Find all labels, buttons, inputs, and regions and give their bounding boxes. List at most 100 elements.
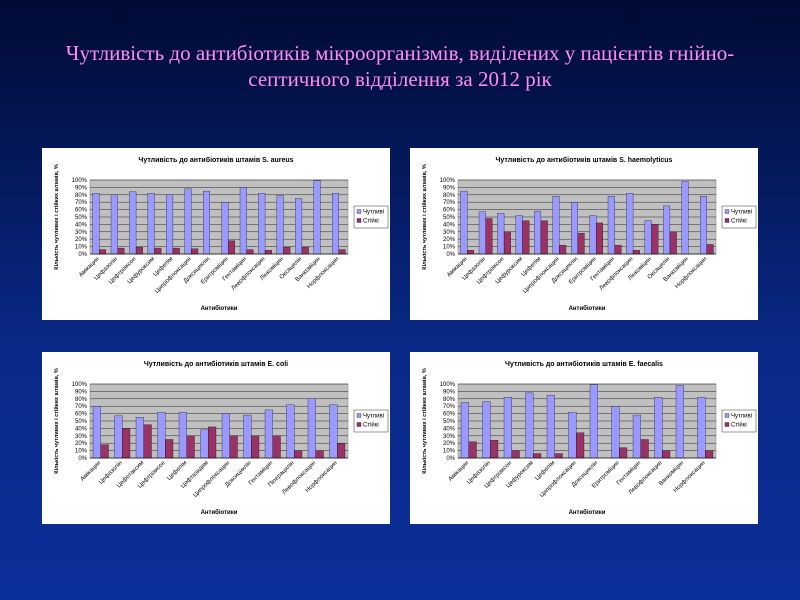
bar — [264, 250, 272, 255]
bar — [338, 249, 346, 255]
bar — [651, 224, 659, 255]
bar — [172, 247, 180, 255]
bar — [129, 191, 137, 255]
bar — [697, 397, 706, 459]
y-tick-label: 20% — [443, 237, 456, 243]
y-tick-label: 40% — [443, 222, 456, 228]
y-tick-label: 80% — [75, 397, 88, 403]
bar — [460, 402, 469, 459]
slide-title: Чутливість до антибіотиків мікроорганізм… — [65, 41, 735, 91]
bar — [576, 432, 585, 459]
bar — [552, 196, 560, 255]
chart: Чутливість до антибіотиків штамів S. hae… — [410, 148, 758, 320]
y-tick-label: 0% — [446, 252, 455, 258]
y-tick-label: 20% — [443, 441, 456, 447]
legend-box — [353, 409, 389, 433]
bar — [589, 215, 597, 255]
bar — [114, 415, 123, 459]
y-tick-label: 30% — [443, 230, 456, 236]
y-tick-label: 60% — [443, 208, 456, 214]
bar — [99, 249, 106, 255]
legend-swatch — [356, 209, 362, 214]
bar — [626, 193, 634, 255]
x-axis-label: Антибіотики — [569, 509, 606, 516]
y-tick-label: 10% — [75, 245, 88, 251]
chart: Чутливість до антибіотиків штамів E. fae… — [410, 352, 758, 524]
bar — [329, 404, 338, 459]
bar — [239, 187, 247, 255]
bar — [228, 240, 235, 255]
bar — [522, 220, 530, 255]
bar — [191, 248, 199, 255]
bar — [92, 193, 100, 255]
y-tick-label: 100% — [440, 382, 456, 388]
bar — [681, 181, 689, 255]
y-tick-label: 50% — [443, 215, 456, 221]
bar — [221, 202, 229, 255]
bar — [511, 450, 520, 459]
bar — [264, 409, 273, 459]
legend-swatch — [724, 218, 730, 223]
bar — [525, 392, 534, 459]
y-tick-label: 80% — [443, 397, 456, 403]
x-tick-label: Амікацин — [80, 460, 102, 482]
y-tick-label: 100% — [72, 178, 88, 184]
y-axis-label: Кількість чутливих і стійких штамів, % — [421, 164, 428, 270]
legend-box — [721, 205, 757, 229]
y-tick-label: 0% — [78, 456, 87, 462]
bar — [186, 435, 195, 459]
legend-box — [353, 205, 389, 229]
bar — [92, 406, 101, 459]
bar — [503, 397, 512, 459]
x-tick-label: Амікацин — [448, 460, 470, 482]
y-axis-label: Кількість чутливих і стійких штамів, % — [53, 368, 60, 474]
y-tick-label: 0% — [446, 456, 455, 462]
y-tick-label: 50% — [75, 419, 88, 425]
y-tick-label: 20% — [75, 441, 88, 447]
bar — [135, 417, 144, 459]
bar — [515, 215, 523, 255]
y-tick-label: 60% — [75, 208, 88, 214]
bar — [246, 249, 254, 255]
y-tick-label: 90% — [75, 389, 88, 395]
bar — [533, 453, 542, 459]
bar — [315, 450, 324, 459]
bar — [208, 426, 217, 459]
legend-label: Стійкі — [731, 422, 747, 429]
bar — [272, 435, 281, 459]
y-tick-label: 70% — [443, 200, 456, 206]
bar — [614, 244, 622, 255]
chart: Чутливість до антибіотиків штамів E. col… — [42, 352, 390, 524]
bar — [460, 190, 468, 255]
legend-label: Стійкі — [363, 218, 379, 225]
bar — [619, 447, 628, 459]
bar — [110, 194, 118, 255]
bar — [147, 193, 155, 255]
legend-swatch — [356, 422, 362, 427]
y-tick-label: 20% — [75, 237, 88, 243]
bar — [229, 435, 238, 459]
x-axis-label: Антибіотики — [201, 509, 238, 516]
legend-label: Чутливі — [363, 414, 384, 420]
bar — [100, 444, 109, 459]
x-tick-label: Левофлоксацин — [599, 256, 635, 292]
y-tick-label: 30% — [75, 230, 88, 236]
y-tick-label: 80% — [443, 193, 456, 199]
y-tick-label: 60% — [443, 412, 456, 418]
y-tick-label: 90% — [443, 389, 456, 395]
bar — [200, 429, 209, 459]
bar — [669, 231, 677, 255]
bar — [307, 398, 316, 459]
bar — [301, 247, 309, 255]
y-tick-label: 60% — [75, 412, 88, 418]
bar — [632, 414, 641, 459]
y-tick-label: 0% — [78, 252, 87, 258]
y-tick-label: 10% — [443, 245, 456, 251]
y-tick-label: 50% — [75, 215, 88, 221]
bar — [467, 250, 474, 255]
x-axis-label: Антибіотики — [201, 305, 238, 312]
y-tick-label: 10% — [443, 449, 456, 455]
bar — [295, 198, 303, 255]
bar — [258, 193, 266, 255]
